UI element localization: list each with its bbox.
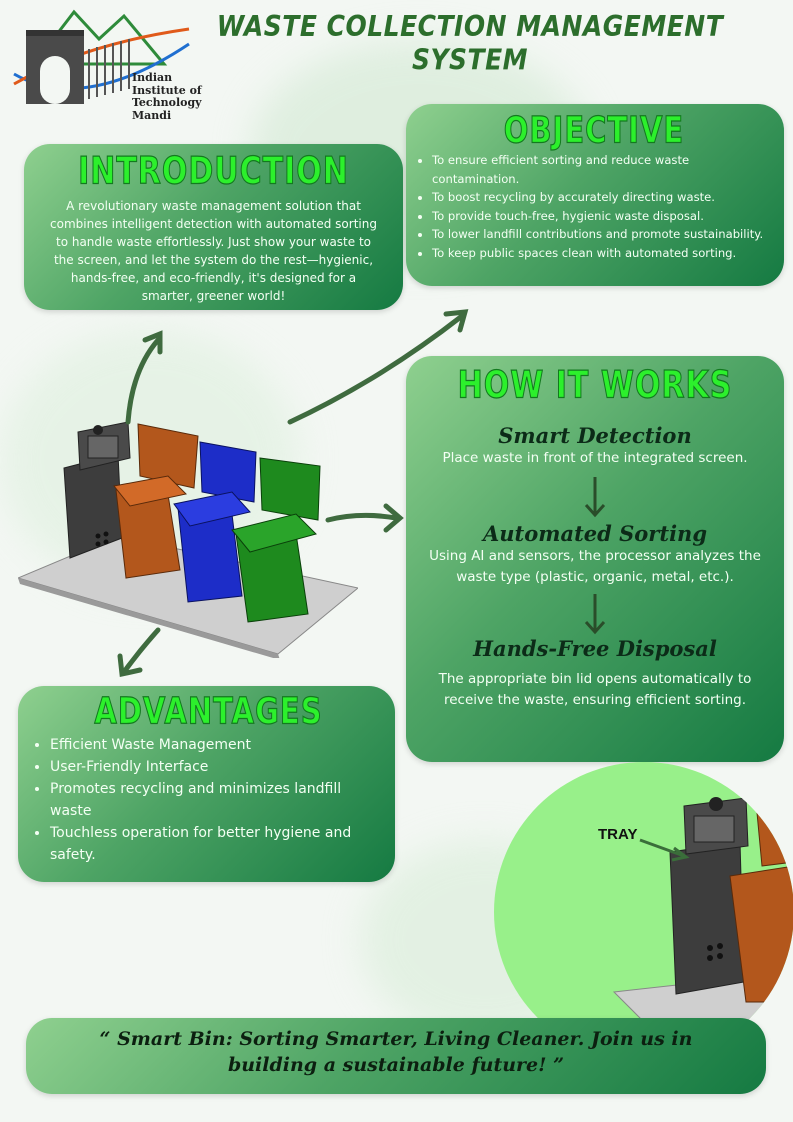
advantages-title: ADVANTAGES — [94, 689, 323, 733]
logo-line: Indian — [132, 71, 173, 84]
tray-label: TRAY — [598, 826, 638, 843]
list-item: To boost recycling by accurately directi… — [432, 188, 772, 207]
list-item: To keep public spaces clean with automat… — [432, 244, 772, 263]
list-item: To lower landfill contributions and prom… — [432, 225, 772, 244]
arrow-down-icon — [584, 594, 606, 635]
objective-panel: OBJECTIVE To ensure efficient sorting an… — [406, 104, 784, 286]
list-item: Promotes recycling and minimizes landfil… — [50, 778, 383, 822]
advantages-list: Efficient Waste Management User-Friendly… — [34, 734, 383, 866]
step-title: Smart Detection — [498, 423, 692, 448]
logo-text: Indian Institute of Technology Mandi — [132, 71, 202, 122]
step-text: The appropriate bin lid opens automatica… — [438, 671, 752, 708]
list-item: Efficient Waste Management — [50, 734, 383, 756]
step-text: Using AI and sensors, the processor anal… — [429, 548, 761, 585]
introduction-panel: INTRODUCTION A revolutionary waste manag… — [24, 144, 403, 310]
smart-bin-illustration — [18, 421, 358, 658]
step-title: Hands-Free Disposal — [473, 636, 717, 661]
list-item: Touchless operation for better hygiene a… — [50, 822, 383, 866]
introduction-title: INTRODUCTION — [78, 149, 349, 194]
logo-line: Technology — [132, 96, 202, 109]
footer-quote: “ Smart Bin: Sorting Smarter, Living Cle… — [99, 1028, 693, 1076]
step-text: Place waste in front of the integrated s… — [442, 450, 748, 466]
objective-title: OBJECTIVE — [503, 108, 685, 152]
objective-list: To ensure efficient sorting and reduce w… — [416, 151, 772, 262]
step-title: Automated Sorting — [482, 521, 708, 546]
page-title: WASTE COLLECTION MANAGEMENT SYSTEM — [216, 9, 724, 77]
list-item: To ensure efficient sorting and reduce w… — [432, 151, 772, 188]
advantages-panel: ADVANTAGES Efficient Waste Management Us… — [18, 686, 395, 882]
tray-zoom-illustration — [612, 791, 793, 1023]
introduction-text: A revolutionary waste management solutio… — [50, 199, 377, 303]
list-item: To provide touch-free, hygienic waste di… — [432, 207, 772, 226]
logo-line: Mandi — [132, 108, 172, 122]
how-it-works-panel: HOW IT WORKS Smart Detection Place waste… — [406, 356, 784, 762]
list-item: User-Friendly Interface — [50, 756, 383, 778]
arrow-down-icon — [584, 477, 606, 518]
tray-zoom-circle: TRAY — [494, 762, 793, 1062]
footer-panel: “ Smart Bin: Sorting Smarter, Living Cle… — [26, 1018, 766, 1094]
how-it-works-title: HOW IT WORKS — [457, 363, 733, 408]
iit-mandi-logo — [13, 9, 190, 104]
logo-line: Institute of — [132, 83, 202, 97]
